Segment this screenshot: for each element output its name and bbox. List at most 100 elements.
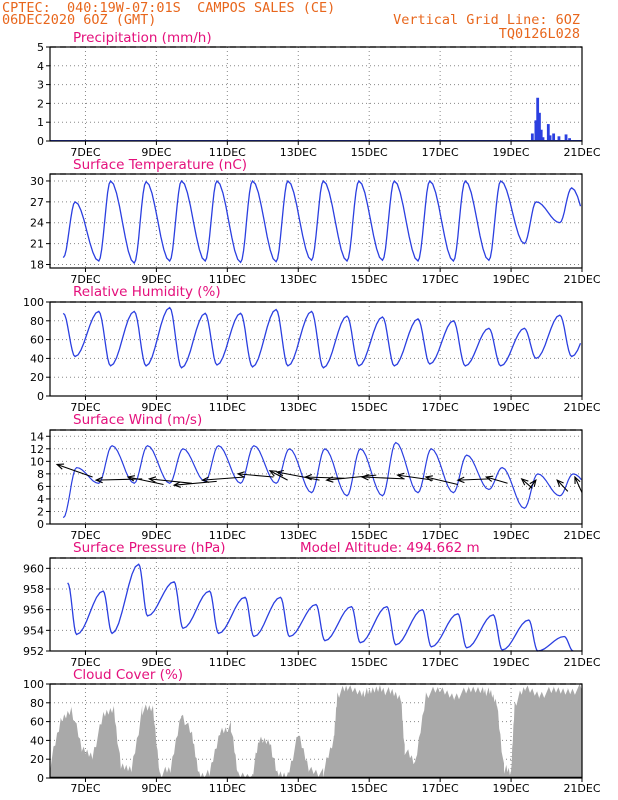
model-code: TQ0126L028	[498, 26, 580, 42]
panel-1-x-tick-label: 21DEC	[563, 146, 600, 159]
panel-6-x-tick-label: 19DEC	[493, 782, 530, 795]
panel-2-y-tick-label: 30	[30, 175, 44, 188]
wind-arrow	[326, 474, 377, 481]
panel-3-y-tick-label: 0	[37, 390, 44, 403]
panel-2-x-tick-label: 21DEC	[563, 273, 600, 286]
panel-5-x-tick-label: 7DEC	[70, 656, 100, 669]
wind-arrow	[425, 476, 458, 486]
panel-5-subtitle: Model Altitude: 494.662 m	[300, 540, 480, 556]
precip-bar	[564, 134, 568, 141]
panel-1-x-tick-label: 19DEC	[493, 146, 530, 159]
wind-arrow-head	[424, 475, 433, 482]
panel-6-x-tick-label: 7DEC	[70, 782, 100, 795]
panel-1-x-tick-label: 17DEC	[422, 146, 459, 159]
panel-2-x-tick-label: 17DEC	[422, 273, 459, 286]
panel-2-x-tick-label: 15DEC	[351, 273, 388, 286]
panel-1-x-tick-label: 13DEC	[280, 146, 317, 159]
wind-arrow-head	[396, 472, 405, 480]
panel-4-y-tick-label: 8	[37, 468, 44, 481]
precip-bar	[536, 97, 540, 141]
panel-4-y-tick-label: 14	[30, 430, 44, 443]
panel-4-y-tick-label: 2	[37, 505, 44, 518]
wind-arrow-head	[275, 469, 284, 477]
panel-1-frame	[49, 46, 583, 142]
panel-2-x-tick-label: 7DEC	[70, 273, 100, 286]
wind-arrow	[486, 476, 508, 484]
wind-arrow	[574, 476, 583, 493]
wind-arrow	[556, 479, 569, 492]
station-header: CPTEC: 040:19W-07:01S CAMPOS SALES (CE)	[2, 0, 336, 16]
wind-arrow	[174, 480, 217, 486]
panel-2-y-tick-label: 24	[30, 217, 44, 230]
panel-4-title: Surface Wind (m/s)	[73, 412, 202, 428]
precip-bar	[548, 135, 552, 141]
panel-6-y-tick-label: 20	[30, 753, 44, 766]
panel-3-x-tick-label: 19DEC	[493, 401, 530, 414]
wind-arrow	[397, 474, 434, 481]
wind-arrow-head	[520, 477, 529, 486]
wind-arrow	[528, 479, 537, 490]
panel-4-x-tick-label: 13DEC	[280, 529, 317, 542]
pressure-line	[67, 563, 574, 652]
wind-arrow-head	[268, 470, 277, 477]
panel-3-y-tick-label: 80	[30, 315, 44, 328]
wind-arrow-head	[484, 475, 494, 482]
panel-4-y-tick-label: 10	[30, 455, 44, 468]
wind-arrow	[237, 473, 274, 478]
panel-1-y-tick-label: 5	[37, 41, 44, 54]
precip-bar	[541, 137, 545, 141]
precip-bar	[538, 112, 541, 141]
panel-1-x-tick-label: 9DEC	[141, 146, 171, 159]
wind-arrow	[56, 463, 93, 478]
panel-2-x-tick-label: 11DEC	[209, 273, 246, 286]
wind-arrow	[127, 476, 164, 486]
panel-6-x-tick-label: 11DEC	[209, 782, 246, 795]
panel-3-y-tick-label: 20	[30, 371, 44, 384]
wind-arrow	[305, 476, 345, 479]
panel-3-x-tick-label: 7DEC	[70, 401, 100, 414]
wind-arrow-head	[172, 481, 181, 488]
wind-arrow-head	[529, 479, 537, 488]
panel-4-y-tick-label: 6	[37, 480, 44, 493]
wind-arrow-head	[55, 463, 65, 470]
panel-2-y-tick-label: 21	[30, 238, 44, 251]
date-header: 06DEC2020 6OZ (GMT)	[2, 12, 157, 28]
wind-arrow-head	[360, 474, 369, 481]
panel-4-x-tick-label: 19DEC	[493, 529, 530, 542]
panel-1-x-tick-label: 11DEC	[209, 146, 246, 159]
precip-bar	[534, 120, 538, 141]
panel-6-x-tick-label: 15DEC	[351, 782, 388, 795]
precip-bar	[546, 124, 550, 141]
panel-6-y-tick-label: 80	[30, 697, 44, 710]
wind-arrow	[457, 478, 490, 481]
panel-3-y-tick-label: 60	[30, 334, 44, 347]
wind-arrow-head	[574, 475, 581, 485]
panel-6-x-tick-label: 13DEC	[280, 782, 317, 795]
panel-4-x-tick-label: 7DEC	[70, 529, 100, 542]
panel-2-y-tick-label: 27	[30, 196, 44, 209]
panel-5-title: Surface Pressure (hPa)	[73, 540, 226, 556]
precip-bar	[530, 133, 534, 141]
panel-6-title: Cloud Cover (%)	[73, 667, 183, 683]
panel-1-x-tick-label: 15DEC	[351, 146, 388, 159]
panel-2-y-tick-label: 18	[30, 259, 44, 272]
panel-1-y-tick-label: 0	[37, 135, 44, 148]
panel-6-x-tick-label: 9DEC	[141, 782, 171, 795]
panel-5-x-tick-label: 19DEC	[493, 656, 530, 669]
panel-4-x-tick-label: 17DEC	[422, 529, 459, 542]
panel-5-x-tick-label: 17DEC	[422, 656, 459, 669]
wind-arrow	[269, 470, 288, 481]
precip-bar	[552, 133, 556, 141]
panel-4-x-tick-label: 11DEC	[209, 529, 246, 542]
panel-5-y-tick-label: 956	[23, 604, 44, 617]
panel-6-y-tick-label: 40	[30, 734, 44, 747]
panel-5-x-tick-label: 21DEC	[563, 656, 600, 669]
temperature-line	[62, 179, 582, 265]
wind-arrow-head	[303, 473, 313, 481]
panel-4-y-tick-label: 4	[37, 493, 44, 506]
panel-5-x-tick-label: 9DEC	[141, 656, 171, 669]
panel-5-y-tick-label: 952	[23, 645, 44, 658]
precip-bar	[539, 129, 543, 141]
wind-arrow	[149, 478, 192, 484]
panel-3-x-tick-label: 15DEC	[351, 401, 388, 414]
